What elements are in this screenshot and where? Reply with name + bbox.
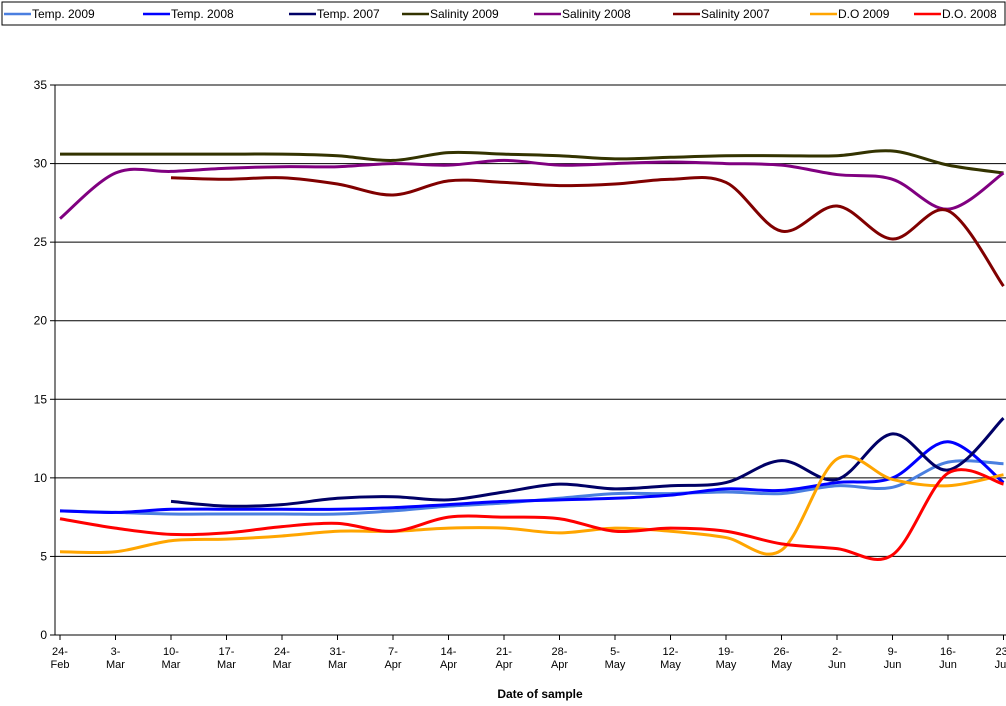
x-tick-label: 2-Jun xyxy=(828,646,846,671)
legend-label: Temp. 2009 xyxy=(32,7,95,21)
series-line xyxy=(59,454,1004,556)
x-tick-label: 26-May xyxy=(771,646,792,671)
series-line xyxy=(170,417,1005,508)
x-tick-label: 17-Mar xyxy=(217,646,236,671)
x-tick-label: 19-May xyxy=(716,646,737,671)
y-tick-label: 30 xyxy=(34,157,48,171)
series-line xyxy=(59,149,1004,175)
y-tick-label: 25 xyxy=(34,235,48,249)
legend-label: D.O. 2008 xyxy=(942,7,997,21)
x-tick-label: 21-Apr xyxy=(495,646,512,671)
series-line xyxy=(170,176,1005,288)
y-tick-label: 35 xyxy=(34,78,48,92)
y-tick-label: 15 xyxy=(34,392,48,406)
series-line xyxy=(59,158,1005,220)
y-tick-label: 0 xyxy=(40,628,47,642)
x-tick-label: 14-Apr xyxy=(440,646,457,671)
legend-box xyxy=(1,1,1006,26)
x-tick-label: 24-Feb xyxy=(51,646,70,671)
y-tick-label: 10 xyxy=(34,471,48,485)
y-tick-label: 5 xyxy=(40,549,47,563)
legend-label: Salinity 2007 xyxy=(701,7,770,21)
x-tick-label: 3-Mar xyxy=(106,646,125,671)
x-tick-label: 28-Apr xyxy=(551,646,568,671)
legend-label: Salinity 2008 xyxy=(562,7,631,21)
y-tick-label: 20 xyxy=(34,314,48,328)
x-tick-label: 31-Mar xyxy=(328,646,347,671)
x-tick-label: 16-Jun xyxy=(939,646,957,671)
x-tick-label: 9-Jun xyxy=(884,646,902,671)
x-tick-label: 7-Apr xyxy=(384,646,401,671)
x-tick-label: 5-May xyxy=(605,646,626,671)
x-tick-label: 12-May xyxy=(660,646,681,671)
legend-label: Temp. 2008 xyxy=(171,7,234,21)
legend-label: Temp. 2007 xyxy=(317,7,380,21)
x-axis-title: Date of sample xyxy=(497,687,583,701)
x-tick-label: 24-Mar xyxy=(273,646,292,671)
legend-label: Salinity 2009 xyxy=(430,7,499,21)
series-line xyxy=(59,440,1005,514)
x-tick-label: 10-Mar xyxy=(162,646,181,671)
x-tick-label: 23-Jun xyxy=(995,646,1006,671)
series-line xyxy=(59,468,1004,561)
legend-label: D.O 2009 xyxy=(838,7,890,21)
